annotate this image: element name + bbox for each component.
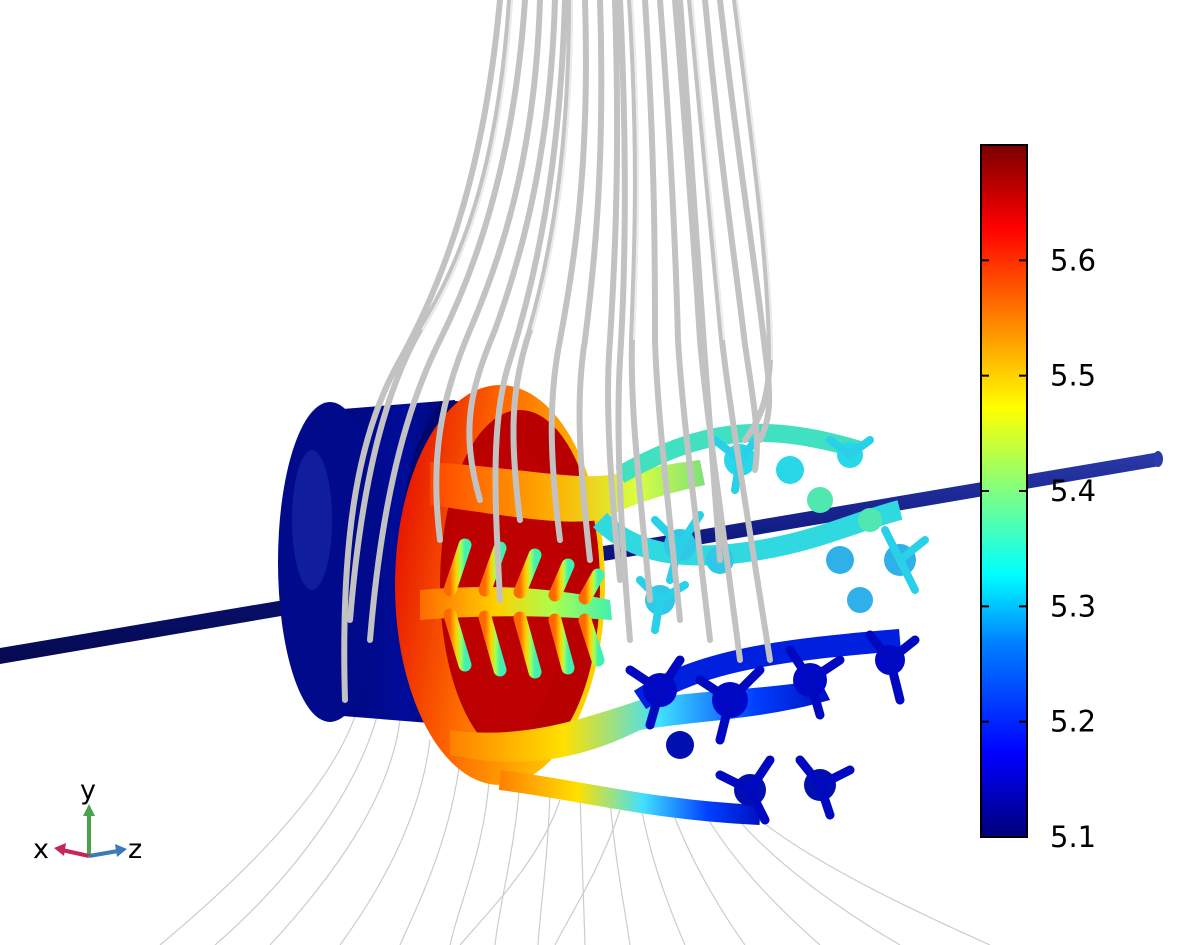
colorbar-tick-label: 5.1 <box>1050 820 1096 854</box>
colorbar-tick-label: 5.3 <box>1050 589 1096 623</box>
x-axis-label: x <box>33 834 49 865</box>
z-axis-arrow <box>88 849 119 858</box>
colorbar-tick-label: 5.5 <box>1050 359 1096 393</box>
x-axis-arrow <box>61 848 90 858</box>
colorbar-tick-label: 5.6 <box>1050 243 1096 277</box>
lower-streamlines <box>159 699 991 945</box>
upper-streamlines <box>341 0 774 703</box>
colorbar: 5.6 5.5 5.4 5.3 5.2 5.1 <box>980 144 1096 854</box>
colorbar-tick-label: 5.2 <box>1050 705 1096 739</box>
branch-nodes <box>625 431 929 825</box>
y-axis-label: y <box>80 775 96 806</box>
colorbar-tick-label: 5.4 <box>1050 474 1096 508</box>
z-axis-label: z <box>128 834 142 865</box>
axes-triad: y x z <box>33 775 142 865</box>
upper-streamlines-highlight <box>421 0 773 361</box>
colorbar-ticks: 5.6 5.5 5.4 5.3 5.2 5.1 <box>981 243 1096 854</box>
